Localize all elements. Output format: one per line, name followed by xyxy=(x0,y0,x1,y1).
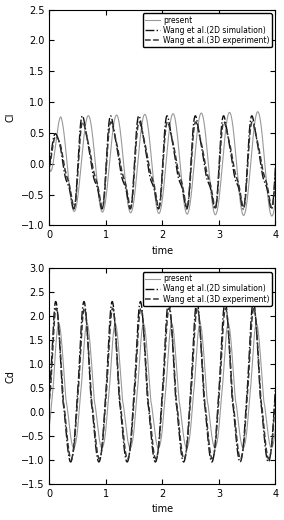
Wang et al.(2D simulation) xyxy=(155,201,158,207)
Wang et al.(3D experiment) xyxy=(48,164,51,170)
Wang et al.(3D experiment) xyxy=(145,369,148,375)
X-axis label: time: time xyxy=(151,504,174,514)
present xyxy=(145,337,148,344)
present xyxy=(157,445,160,451)
Wang et al.(2D simulation) xyxy=(256,139,259,146)
Wang et al.(3D experiment) xyxy=(145,147,148,153)
present xyxy=(274,198,277,204)
Wang et al.(3D experiment) xyxy=(139,305,143,311)
Legend: present, Wang et al.(2D simulation), Wang et al.(3D experiment): present, Wang et al.(2D simulation), Wan… xyxy=(143,272,272,306)
Line: present: present xyxy=(49,324,275,448)
Wang et al.(3D experiment) xyxy=(256,138,259,144)
present xyxy=(143,323,146,329)
present xyxy=(57,321,60,327)
Wang et al.(2D simulation) xyxy=(267,193,270,199)
Wang et al.(3D experiment) xyxy=(267,456,270,462)
Wang et al.(2D simulation) xyxy=(274,386,277,393)
Wang et al.(2D simulation) xyxy=(256,339,259,345)
Wang et al.(2D simulation) xyxy=(267,459,270,465)
present xyxy=(267,199,270,205)
Wang et al.(3D experiment) xyxy=(267,456,270,462)
Line: present: present xyxy=(49,112,275,216)
Wang et al.(3D experiment) xyxy=(155,198,158,204)
Wang et al.(3D experiment) xyxy=(274,393,277,399)
Wang et al.(2D simulation) xyxy=(48,162,51,168)
present xyxy=(143,111,146,118)
Legend: present, Wang et al.(2D simulation), Wang et al.(3D experiment): present, Wang et al.(2D simulation), Wan… xyxy=(143,14,272,47)
Wang et al.(2D simulation) xyxy=(143,140,146,146)
present xyxy=(155,205,158,211)
present xyxy=(270,213,273,219)
present xyxy=(274,425,277,431)
Wang et al.(3D experiment) xyxy=(212,200,215,206)
Wang et al.(2D simulation) xyxy=(194,113,197,119)
Line: Wang et al.(2D simulation): Wang et al.(2D simulation) xyxy=(49,302,275,462)
Wang et al.(2D simulation) xyxy=(195,298,199,305)
Y-axis label: Cd: Cd xyxy=(6,370,16,383)
Wang et al.(3D experiment) xyxy=(48,396,51,402)
Wang et al.(3D experiment) xyxy=(143,138,146,144)
present xyxy=(48,161,51,167)
Line: Wang et al.(2D simulation): Wang et al.(2D simulation) xyxy=(49,116,275,209)
Wang et al.(3D experiment) xyxy=(214,205,217,211)
Wang et al.(3D experiment) xyxy=(274,171,277,177)
Wang et al.(2D simulation) xyxy=(155,456,158,462)
Y-axis label: Cl: Cl xyxy=(6,113,16,122)
Wang et al.(2D simulation) xyxy=(145,374,148,380)
Wang et al.(3D experiment) xyxy=(155,454,158,460)
Wang et al.(2D simulation) xyxy=(143,340,146,346)
Wang et al.(2D simulation) xyxy=(274,165,277,171)
Wang et al.(3D experiment) xyxy=(166,119,169,125)
present xyxy=(155,441,158,448)
Wang et al.(2D simulation) xyxy=(48,391,51,397)
present xyxy=(212,443,215,449)
present xyxy=(256,109,259,115)
Wang et al.(2D simulation) xyxy=(72,206,76,212)
present xyxy=(256,109,260,115)
Wang et al.(3D experiment) xyxy=(267,190,270,197)
Wang et al.(2D simulation) xyxy=(212,453,215,460)
present xyxy=(256,322,259,329)
present xyxy=(48,422,51,428)
present xyxy=(267,435,270,441)
Wang et al.(3D experiment) xyxy=(256,336,259,342)
present xyxy=(212,207,215,214)
Wang et al.(2D simulation) xyxy=(212,202,215,209)
Line: Wang et al.(3D experiment): Wang et al.(3D experiment) xyxy=(49,308,275,459)
Wang et al.(2D simulation) xyxy=(267,459,270,465)
Line: Wang et al.(3D experiment): Wang et al.(3D experiment) xyxy=(49,122,275,208)
X-axis label: time: time xyxy=(151,246,174,256)
present xyxy=(145,113,148,120)
Wang et al.(3D experiment) xyxy=(212,453,215,459)
Wang et al.(3D experiment) xyxy=(143,338,146,344)
Wang et al.(2D simulation) xyxy=(145,151,148,157)
